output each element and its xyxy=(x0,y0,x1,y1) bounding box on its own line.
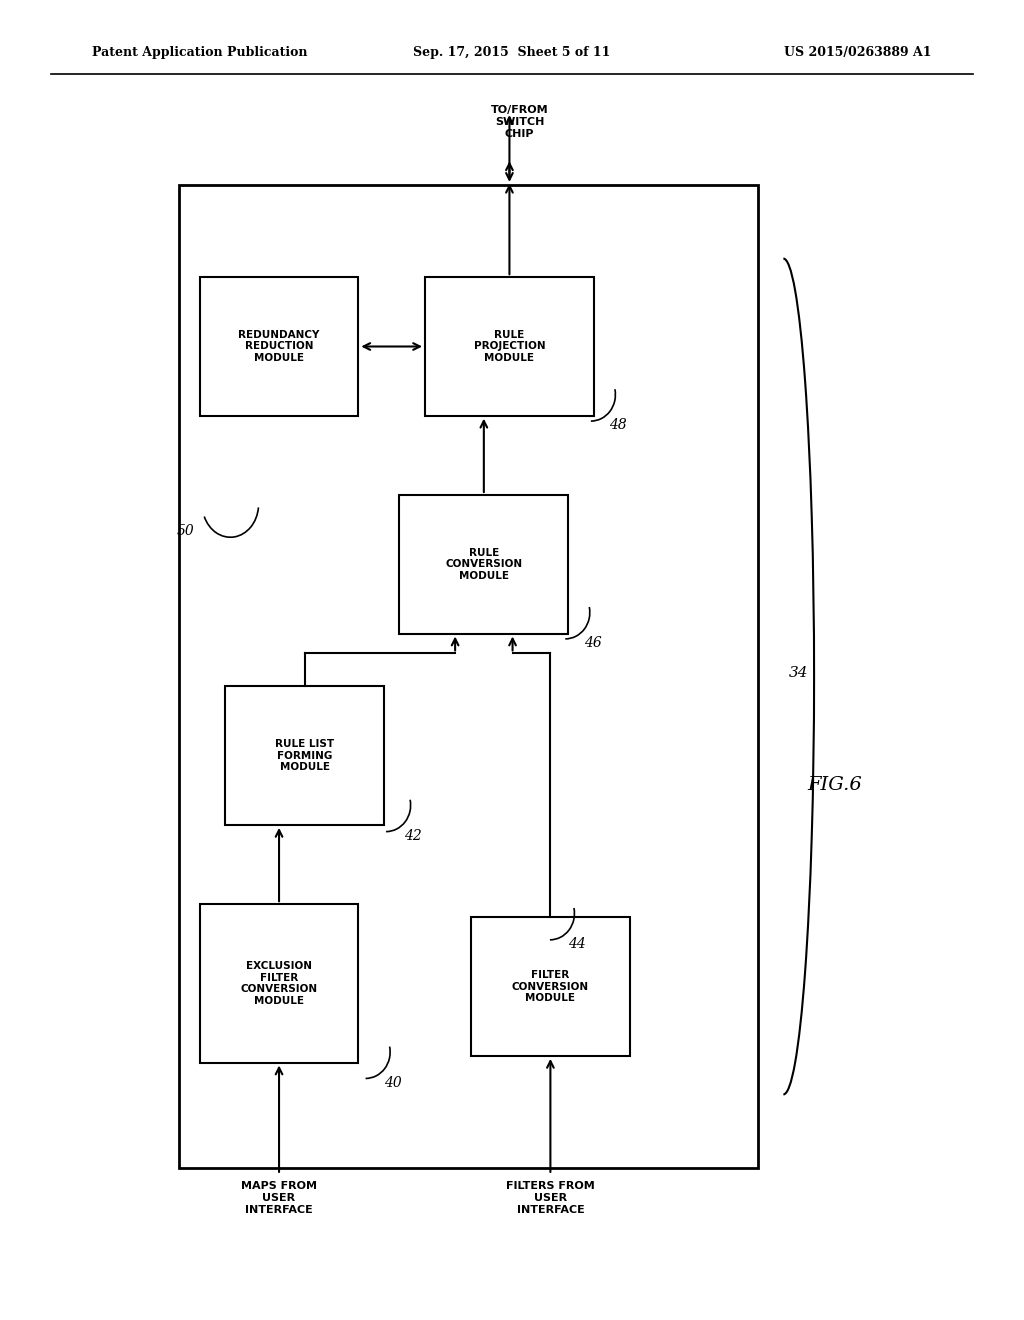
Text: FILTER
CONVERSION
MODULE: FILTER CONVERSION MODULE xyxy=(512,970,589,1003)
Text: Patent Application Publication: Patent Application Publication xyxy=(92,46,307,59)
Text: MAPS FROM
USER
INTERFACE: MAPS FROM USER INTERFACE xyxy=(241,1181,317,1214)
Bar xyxy=(200,904,358,1063)
Text: TO/FROM
SWITCH
CHIP: TO/FROM SWITCH CHIP xyxy=(490,106,549,139)
Text: 46: 46 xyxy=(584,636,601,651)
Text: 34: 34 xyxy=(788,667,809,680)
Text: RULE LIST
FORMING
MODULE: RULE LIST FORMING MODULE xyxy=(275,739,334,772)
Text: 40: 40 xyxy=(384,1076,401,1090)
Bar xyxy=(179,185,758,1168)
Bar xyxy=(425,277,594,416)
Text: Sep. 17, 2015  Sheet 5 of 11: Sep. 17, 2015 Sheet 5 of 11 xyxy=(414,46,610,59)
Text: RULE
PROJECTION
MODULE: RULE PROJECTION MODULE xyxy=(474,330,545,363)
Text: 48: 48 xyxy=(609,418,627,433)
Bar xyxy=(399,495,568,634)
Text: FILTERS FROM
USER
INTERFACE: FILTERS FROM USER INTERFACE xyxy=(506,1181,595,1214)
Text: 44: 44 xyxy=(568,937,586,952)
Text: 50: 50 xyxy=(177,524,195,539)
Text: FIG.6: FIG.6 xyxy=(807,776,862,795)
Bar xyxy=(200,277,358,416)
Text: 42: 42 xyxy=(404,829,422,843)
Text: REDUNDANCY
REDUCTION
MODULE: REDUNDANCY REDUCTION MODULE xyxy=(239,330,319,363)
Text: US 2015/0263889 A1: US 2015/0263889 A1 xyxy=(784,46,932,59)
Text: EXCLUSION
FILTER
CONVERSION
MODULE: EXCLUSION FILTER CONVERSION MODULE xyxy=(241,961,317,1006)
Bar xyxy=(225,686,384,825)
Bar xyxy=(471,917,630,1056)
Text: RULE
CONVERSION
MODULE: RULE CONVERSION MODULE xyxy=(445,548,522,581)
